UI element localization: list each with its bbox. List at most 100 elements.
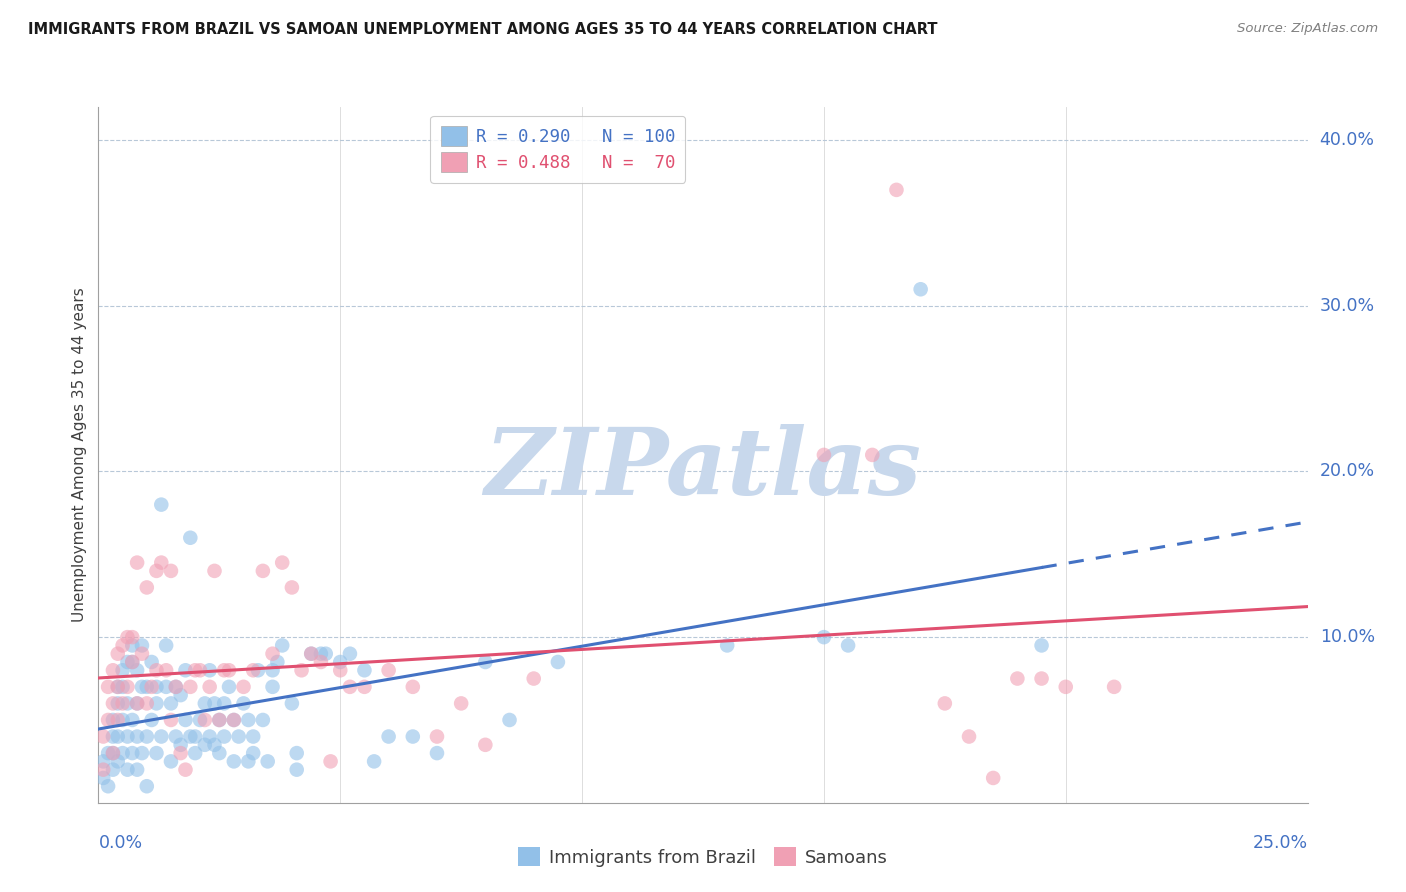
Point	[285, 763, 308, 777]
Point	[165, 730, 187, 744]
Point	[309, 655, 332, 669]
Point	[208, 713, 231, 727]
Point	[204, 697, 226, 711]
Point	[135, 730, 157, 744]
Point	[135, 779, 157, 793]
Point	[860, 448, 883, 462]
Point	[127, 763, 149, 777]
Point	[218, 680, 240, 694]
Point	[174, 763, 197, 777]
Point	[101, 713, 124, 727]
Point	[242, 730, 264, 744]
Point	[141, 713, 163, 727]
Point	[111, 746, 134, 760]
Point	[523, 672, 546, 686]
Point	[135, 697, 157, 711]
Point	[232, 680, 254, 694]
Point	[242, 746, 264, 760]
Point	[179, 730, 201, 744]
Point	[262, 680, 284, 694]
Text: 20.0%: 20.0%	[1320, 462, 1375, 481]
Point	[107, 680, 129, 694]
Point	[127, 556, 149, 570]
Point	[218, 663, 240, 677]
Point	[131, 746, 153, 760]
Point	[145, 680, 167, 694]
Legend: Immigrants from Brazil, Samoans: Immigrants from Brazil, Samoans	[512, 840, 894, 874]
Point	[150, 730, 173, 744]
Point	[271, 639, 294, 653]
Point	[329, 655, 352, 669]
Point	[934, 697, 956, 711]
Point	[117, 697, 139, 711]
Text: 30.0%: 30.0%	[1320, 297, 1375, 315]
Point	[426, 730, 449, 744]
Point	[145, 697, 167, 711]
Point	[91, 730, 114, 744]
Point	[299, 647, 322, 661]
Point	[242, 663, 264, 677]
Point	[363, 755, 385, 769]
Point	[160, 564, 183, 578]
Point	[339, 680, 361, 694]
Point	[222, 755, 245, 769]
Point	[222, 713, 245, 727]
Point	[107, 680, 129, 694]
Point	[981, 771, 1004, 785]
Point	[208, 713, 231, 727]
Point	[716, 639, 738, 653]
Point	[198, 680, 221, 694]
Point	[121, 630, 143, 644]
Point	[329, 663, 352, 677]
Point	[184, 746, 207, 760]
Point	[1007, 672, 1029, 686]
Point	[837, 639, 859, 653]
Point	[290, 663, 312, 677]
Point	[121, 746, 143, 760]
Point	[813, 630, 835, 644]
Point	[165, 680, 187, 694]
Point	[111, 680, 134, 694]
Point	[101, 746, 124, 760]
Text: 40.0%: 40.0%	[1320, 131, 1375, 149]
Point	[117, 730, 139, 744]
Point	[377, 730, 399, 744]
Point	[101, 697, 124, 711]
Point	[117, 630, 139, 644]
Point	[450, 697, 472, 711]
Point	[315, 647, 337, 661]
Point	[155, 680, 177, 694]
Point	[101, 746, 124, 760]
Point	[1031, 639, 1053, 653]
Point	[117, 763, 139, 777]
Point	[141, 680, 163, 694]
Point	[121, 655, 143, 669]
Point	[145, 663, 167, 677]
Point	[160, 713, 183, 727]
Point	[160, 755, 183, 769]
Point	[91, 755, 114, 769]
Point	[131, 647, 153, 661]
Point	[474, 738, 496, 752]
Point	[232, 697, 254, 711]
Point	[339, 647, 361, 661]
Point	[957, 730, 980, 744]
Point	[813, 448, 835, 462]
Point	[91, 771, 114, 785]
Point	[285, 746, 308, 760]
Point	[238, 713, 260, 727]
Point	[247, 663, 270, 677]
Point	[121, 639, 143, 653]
Point	[212, 697, 235, 711]
Point	[204, 564, 226, 578]
Point	[127, 697, 149, 711]
Point	[169, 688, 191, 702]
Point	[1031, 672, 1053, 686]
Point	[228, 730, 250, 744]
Point	[97, 779, 120, 793]
Point	[135, 581, 157, 595]
Point	[319, 755, 342, 769]
Point	[107, 647, 129, 661]
Point	[238, 755, 260, 769]
Point	[271, 556, 294, 570]
